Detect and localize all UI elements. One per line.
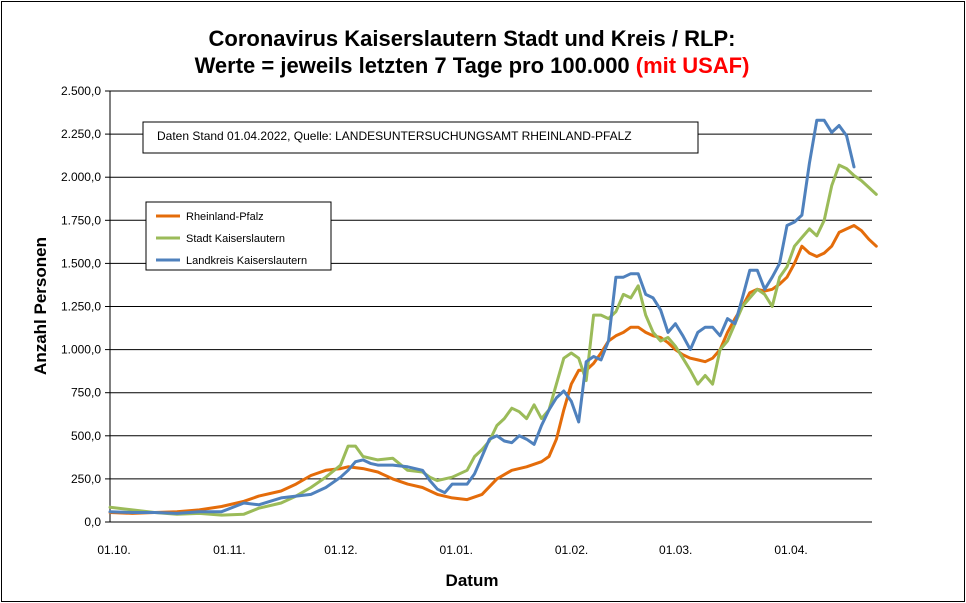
chart-title-line2-red: (mit USAF) (636, 53, 750, 78)
x-tick-label: 01.10. (97, 543, 130, 557)
series-lines (108, 118, 878, 517)
y-tick-label: 1.000,0 (61, 343, 101, 357)
annotation-box (142, 121, 699, 154)
legend-label: Rheinland-Pfalz (186, 211, 264, 223)
chart-title-line2-black: Werte = jeweils letzten 7 Tage pro 100.0… (195, 53, 636, 78)
x-tick-label: 01.04. (774, 543, 807, 557)
y-tick-label: 2.500,0 (61, 84, 101, 98)
y-tick-label: 250,0 (71, 472, 101, 486)
y-tick-labels: 0,0 250,0 500,0 750,0 1.000,0 1.250,0 1.500,0 1… (61, 84, 101, 529)
y-axis-title: Anzahl Personen (31, 237, 50, 375)
x-tick-label: 01.11. (213, 543, 245, 557)
series-line-landkreis-kaiserslautern (108, 118, 856, 515)
legend: Rheinland-Pfalz Stadt Kaiserslautern Landk… (156, 211, 307, 267)
y-tick-label: 2.250,0 (61, 127, 101, 141)
x-tick-label: 01.12. (324, 543, 357, 557)
x-tick-label: 01.02. (555, 543, 588, 557)
y-tick-label: 2.000,0 (61, 170, 101, 184)
chart-title-line1: Coronavirus Kaiserslautern Stadt und Kre… (209, 26, 736, 51)
x-axis-title: Datum (446, 571, 499, 590)
x-tick-label: 01.03. (659, 543, 692, 557)
legend-label: Landkreis Kaiserslautern (186, 255, 307, 267)
y-tick-label: 500,0 (71, 429, 101, 443)
y-tick-label: 1.500,0 (61, 256, 101, 270)
x-tick-labels: 01.10. 01.11. 01.12. 01.01. 01.02. 01.03. 01.0… (97, 543, 807, 557)
y-tick-label: 1.250,0 (61, 300, 101, 314)
y-tick-label: 0,0 (84, 515, 101, 529)
x-tick-label: 01.01. (440, 543, 473, 557)
y-tick-label: 1.750,0 (61, 213, 101, 227)
annotation-text: Daten Stand 01.04.2022, Quelle: LANDESUN… (157, 129, 632, 143)
y-tick-label: 750,0 (71, 386, 101, 400)
legend-label: Stadt Kaiserslautern (186, 233, 285, 245)
series-line-stadt-kaiserslautern (108, 163, 878, 517)
chart-title-line2: Werte = jeweils letzten 7 Tage pro 100.0… (195, 53, 750, 78)
